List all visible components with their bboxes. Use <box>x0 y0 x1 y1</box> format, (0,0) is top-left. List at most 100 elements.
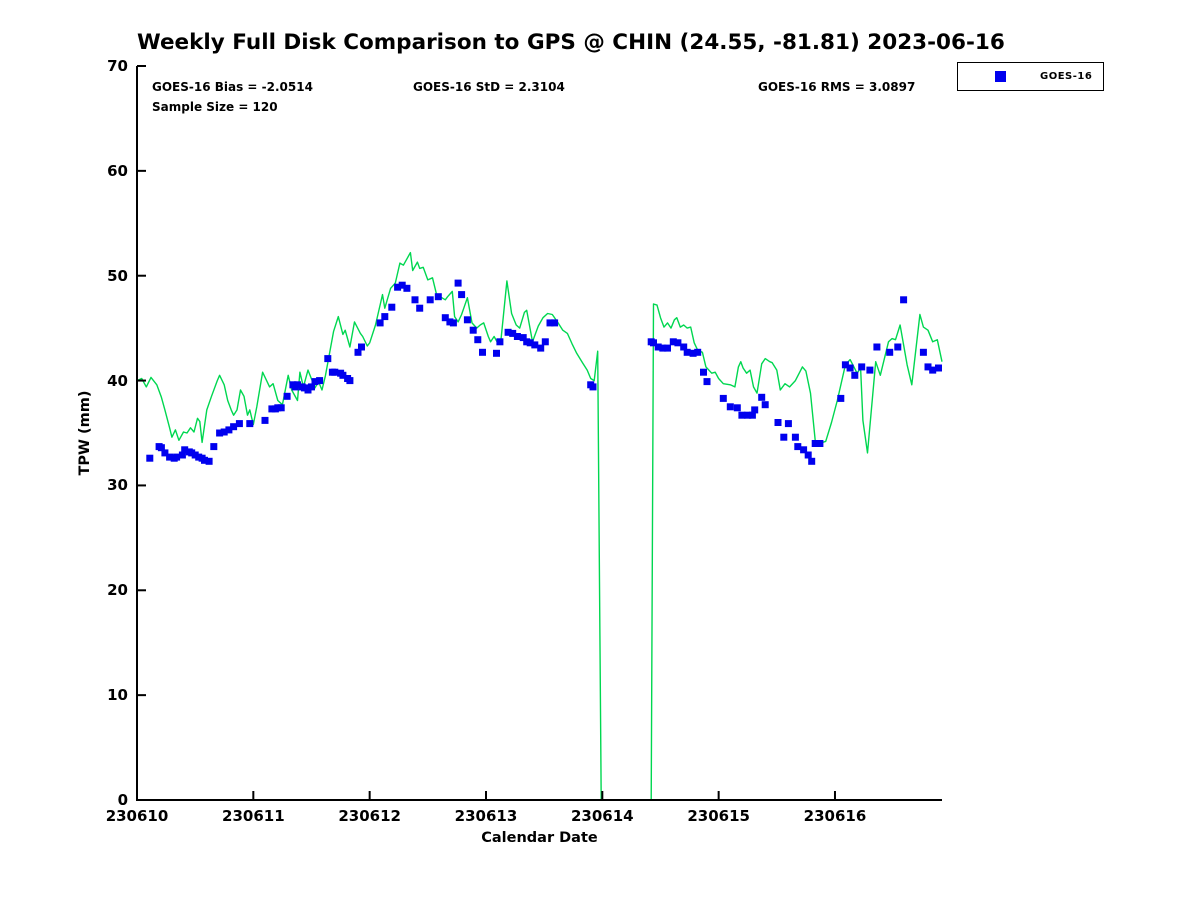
goes16-data-marker <box>683 348 691 356</box>
goes16-data-marker <box>354 348 362 356</box>
y-axis-label: TPW (mm) <box>77 390 93 476</box>
goes16-data-marker <box>774 419 782 426</box>
goes16-data-marker <box>479 348 486 356</box>
goes16-data-marker <box>324 355 332 363</box>
goes16-data-marker <box>458 291 466 299</box>
goes16-data-marker <box>216 429 224 437</box>
goes16-data-marker <box>376 319 384 327</box>
chart-title: Weekly Full Disk Comparison to GPS @ CHI… <box>137 30 1005 55</box>
goes16-data-marker <box>664 344 671 352</box>
goes16-data-marker <box>800 446 808 454</box>
goes16-data-marker <box>700 368 707 376</box>
goes16-data-marker <box>751 406 759 414</box>
goes16-data-marker <box>146 454 154 462</box>
goes16-data-marker <box>680 343 688 351</box>
goes16-data-marker <box>469 326 477 334</box>
y-tick-label: 10 <box>107 686 128 705</box>
goes16-data-marker <box>744 411 752 419</box>
goes16-data-marker <box>454 279 462 287</box>
goes16-data-marker <box>866 366 874 374</box>
goes16-data-marker <box>403 284 411 292</box>
legend-label: GOES-16 <box>1040 71 1093 82</box>
goes16-data-marker <box>804 451 812 459</box>
goes16-data-marker <box>526 339 534 347</box>
goes16-data-marker <box>181 446 189 454</box>
goes16-data-marker <box>277 404 285 412</box>
goes16-data-marker <box>283 392 291 400</box>
goes16-data-marker <box>316 377 324 385</box>
goes16-data-marker <box>674 339 682 347</box>
goes16-data-marker <box>846 364 854 372</box>
goes16-data-marker <box>308 383 315 391</box>
x-axis-label: Calendar Date <box>481 830 598 846</box>
y-tick-label: 70 <box>107 57 128 75</box>
goes16-data-marker <box>837 394 845 402</box>
goes16-data-marker <box>394 283 402 291</box>
goes16-data-marker <box>816 440 824 447</box>
goes16-data-marker <box>669 338 677 346</box>
goes16-data-marker <box>220 428 228 436</box>
goes16-data-marker <box>411 296 419 304</box>
goes16-data-marker <box>738 411 746 419</box>
goes16-data-marker <box>811 440 819 447</box>
goes16-data-marker <box>398 281 406 289</box>
x-tick-label: 230611 <box>222 807 285 825</box>
goes16-data-marker <box>161 449 169 457</box>
goes16-data-marker <box>784 420 792 428</box>
y-tick-label: 40 <box>107 371 128 390</box>
goes16-data-marker <box>780 433 788 441</box>
goes16-data-marker <box>513 333 521 340</box>
goes16-data-marker <box>416 304 424 312</box>
goes16-data-marker <box>919 348 927 356</box>
y-tick-label: 60 <box>107 161 128 180</box>
goes16-data-marker <box>225 426 233 434</box>
stat-sample-size: Sample Size = 120 <box>152 100 278 114</box>
goes16-data-marker <box>519 334 527 342</box>
goes16-data-marker <box>689 349 697 357</box>
goes16-data-marker <box>791 433 799 441</box>
goes16-data-marker <box>886 348 894 356</box>
goes16-data-marker <box>493 349 500 357</box>
goes16-data-marker <box>441 314 449 322</box>
goes16-data-marker <box>474 336 482 344</box>
goes16-data-marker <box>230 423 238 431</box>
goes16-data-marker <box>654 343 662 351</box>
goes16-data-marker <box>794 443 802 451</box>
goes16-data-marker <box>157 444 165 452</box>
goes16-data-marker <box>449 319 457 327</box>
legend-square-marker-icon <box>995 71 1006 82</box>
goes16-data-marker <box>929 366 937 374</box>
goes16-data-marker <box>504 328 512 336</box>
stat-rms: GOES-16 RMS = 3.0897 <box>758 80 916 94</box>
goes16-data-marker <box>894 343 902 351</box>
goes16-data-marker <box>659 344 667 352</box>
goes16-data-marker <box>496 338 504 346</box>
goes16-data-marker <box>748 411 756 419</box>
x-tick-label: 230612 <box>338 807 401 825</box>
goes16-data-marker <box>841 361 849 369</box>
goes16-data-marker <box>703 378 711 386</box>
goes16-data-marker <box>719 394 727 402</box>
goes16-data-marker <box>873 343 881 351</box>
goes16-data-marker <box>858 363 866 371</box>
x-tick-label: 230614 <box>571 807 634 825</box>
goes16-data-marker <box>758 393 766 401</box>
goes16-data-marker <box>178 451 186 459</box>
goes16-data-marker <box>650 339 657 347</box>
goes16-data-marker <box>531 341 539 349</box>
goes16-data-marker <box>201 456 208 464</box>
x-tick-label: 230613 <box>454 807 518 825</box>
goes16-data-marker <box>541 338 549 346</box>
y-tick-label: 30 <box>107 476 128 495</box>
goes16-data-marker <box>537 344 545 352</box>
legend-box: GOES-16 <box>957 62 1104 91</box>
goes16-data-marker <box>761 401 769 409</box>
axes <box>136 65 942 801</box>
goes16-data-marker <box>589 383 597 391</box>
goes16-data-marker <box>210 443 218 451</box>
goes16-data-marker <box>294 381 301 389</box>
goes16-data-marker <box>246 420 254 428</box>
goes16-data-marker <box>346 377 354 385</box>
goes16-data-marker <box>900 296 908 304</box>
